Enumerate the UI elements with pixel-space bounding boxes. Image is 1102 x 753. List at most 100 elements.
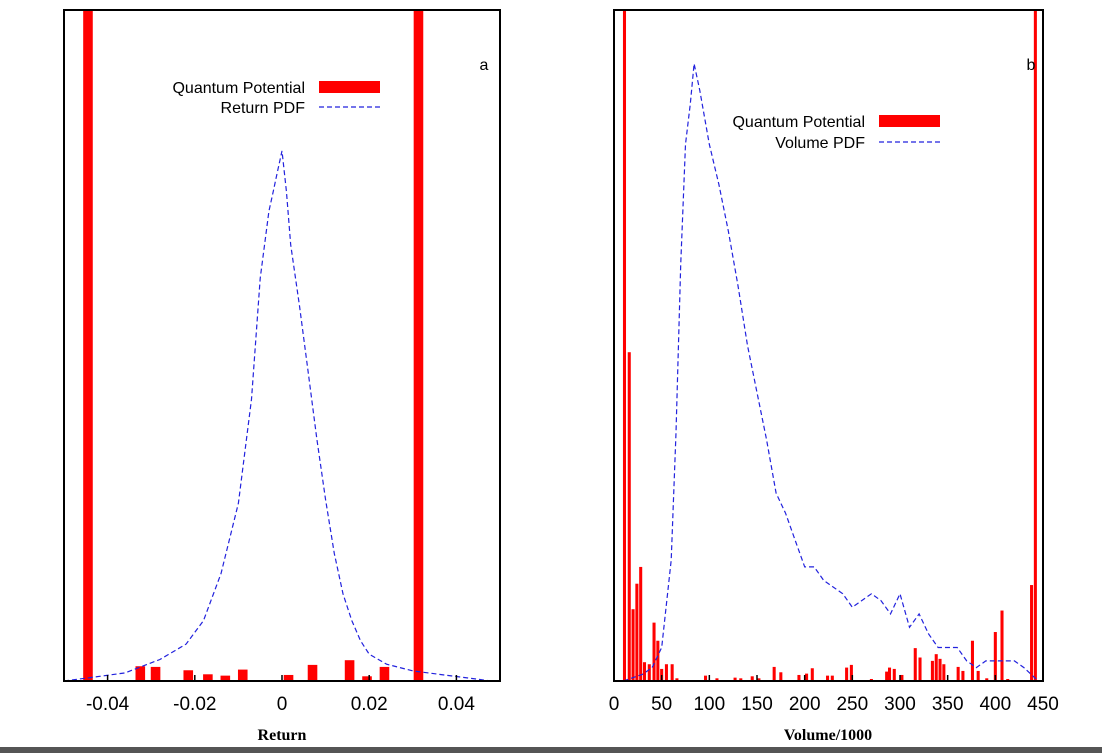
panel-a-quantum-potential-bar bbox=[220, 675, 231, 681]
panel-b-quantum-potential-bar bbox=[739, 678, 743, 681]
panel-b-quantum-potential-bar bbox=[1006, 678, 1010, 681]
panel-b-x-tick-label: 450 bbox=[1027, 694, 1059, 715]
panel-b-x-tick-label: 150 bbox=[741, 694, 773, 715]
panel-b-quantum-potential-bar bbox=[1033, 10, 1037, 681]
panel-b-legend: Quantum Potential Volume PDF bbox=[732, 114, 940, 152]
panel-a-quantum-potential-bar bbox=[135, 666, 146, 681]
panel-b-x-tick-label: 100 bbox=[693, 694, 725, 715]
panel-b-quantum-potential-bar bbox=[715, 678, 719, 681]
panel-b-volume-pdf-line bbox=[623, 63, 1039, 682]
panel-b-x-tick-label: 350 bbox=[932, 694, 964, 715]
panel-a-quantum-potential-bar bbox=[344, 660, 355, 681]
panel-b-frame bbox=[613, 9, 1044, 682]
panel-b-quantum-potential-bar bbox=[956, 666, 960, 681]
panel-b-x-ticks: 0 50 100 150 200 250 300 350 400 450 bbox=[609, 675, 1059, 715]
panel-b-quantum-potential-bar bbox=[845, 667, 849, 681]
panel-b-quantum-potential-bar bbox=[826, 675, 830, 681]
panel-b-quantum-potential-bar bbox=[805, 673, 809, 681]
panel-b-quantum-potential-bar bbox=[810, 668, 814, 681]
panel-a-legend: Quantum Potential Return PDF bbox=[172, 80, 380, 117]
panel-b-x-tick-label: 400 bbox=[979, 694, 1011, 715]
panel-b-quantum-potential-bar bbox=[750, 676, 754, 681]
panel-b-quantum-potential-bar bbox=[757, 678, 761, 681]
panel-b-quantum-potential-bar bbox=[869, 678, 873, 681]
panel-b-quantum-potential-bar bbox=[938, 658, 942, 681]
panel-a-x-ticks: -0.04 -0.02 0 0.02 0.04 bbox=[86, 675, 475, 715]
panel-b-quantum-potential-bar bbox=[675, 678, 679, 681]
panel-b-quantum-potential-bar bbox=[622, 10, 627, 681]
panel-a-x-axis-title: Return bbox=[258, 727, 307, 744]
panel-b-quantum-potential-bar bbox=[652, 622, 656, 681]
panel-b-quantum-potential-bar bbox=[885, 671, 889, 681]
panel-b-quantum-potential-bar bbox=[993, 632, 997, 681]
panel-a-quantum-potential-bar bbox=[362, 676, 372, 681]
panel-b-quantum-potential-bar bbox=[830, 675, 834, 681]
panel-a-bars bbox=[83, 10, 424, 681]
panel-a-x-tick-label: 0.02 bbox=[351, 694, 388, 715]
panel-a-legend-return-pdf-label: Return PDF bbox=[221, 100, 306, 117]
panel-a-x-tick-label: -0.02 bbox=[173, 694, 216, 715]
panel-a-quantum-potential-bar bbox=[307, 664, 318, 681]
panel-b-quantum-potential-bar bbox=[647, 664, 651, 681]
panel-a-quantum-potential-bar bbox=[237, 669, 248, 681]
panel-b-quantum-potential-bar bbox=[670, 664, 674, 681]
panel-a-quantum-potential-bar bbox=[83, 10, 93, 681]
panel-b-quantum-potential-bar bbox=[797, 674, 801, 681]
panel-b-x-tick-label: 0 bbox=[609, 694, 620, 715]
panel-a-return-pdf-line bbox=[63, 150, 492, 682]
panel-b-legend-quantum-potential-label: Quantum Potential bbox=[732, 114, 865, 131]
panel-b-quantum-potential-bar bbox=[892, 668, 896, 681]
panel-b-quantum-potential-bar bbox=[627, 352, 631, 681]
panel-b-quantum-potential-bar bbox=[942, 664, 946, 681]
panel-b-quantum-potential-bar bbox=[1030, 585, 1034, 681]
panel-b-quantum-potential-bar bbox=[887, 667, 892, 681]
panel-b-quantum-potential-bar bbox=[934, 654, 938, 681]
panel-b-x-tick-label: 250 bbox=[836, 694, 868, 715]
panel-b-quantum-potential-bar bbox=[985, 678, 989, 681]
panel-b-quantum-potential-bar bbox=[918, 657, 922, 681]
panel-a-quantum-potential-bar bbox=[379, 666, 390, 681]
panel-a-x-tick-label: 0 bbox=[277, 694, 288, 715]
panel-a-x-tick-label: -0.04 bbox=[86, 694, 130, 715]
panel-a-quantum-potential-bar bbox=[150, 666, 161, 681]
panel-b: 0 50 100 150 200 250 300 350 400 450 Volume/1000 … bbox=[609, 9, 1059, 744]
panel-b-quantum-potential-bar bbox=[913, 648, 917, 681]
panel-b-quantum-potential-bar bbox=[703, 675, 708, 681]
panel-b-quantum-potential-bar bbox=[900, 674, 904, 681]
panel-a-quantum-potential-bar bbox=[203, 674, 213, 681]
panel-b-quantum-potential-bar bbox=[1000, 610, 1004, 681]
bottom-status-strip bbox=[0, 747, 1102, 753]
panel-a: -0.04 -0.02 0 0.02 0.04 Return a Quantum Pot… bbox=[63, 9, 501, 744]
panel-b-x-tick-label: 200 bbox=[789, 694, 821, 715]
panel-b-x-tick-label: 300 bbox=[884, 694, 916, 715]
panel-a-quantum-potential-bar bbox=[413, 10, 424, 681]
panel-a-x-tick-label: 0.04 bbox=[438, 694, 475, 715]
panel-b-quantum-potential-bar bbox=[635, 583, 639, 681]
panel-a-label: a bbox=[480, 57, 489, 74]
panel-b-quantum-potential-bar bbox=[970, 640, 974, 681]
panel-a-legend-quantum-potential-swatch bbox=[319, 81, 380, 93]
panel-a-quantum-potential-bar bbox=[183, 670, 194, 681]
panel-b-label: b bbox=[1027, 57, 1036, 74]
panel-b-quantum-potential-bar bbox=[772, 666, 776, 681]
panel-b-quantum-potential-bar bbox=[930, 660, 934, 681]
panel-b-quantum-potential-bar bbox=[639, 566, 643, 681]
panel-b-quantum-potential-bar bbox=[631, 609, 635, 681]
panel-b-x-axis-title: Volume/1000 bbox=[784, 727, 872, 744]
panel-b-quantum-potential-bar bbox=[976, 670, 980, 681]
panel-a-legend-quantum-potential-label: Quantum Potential bbox=[172, 80, 305, 97]
panel-b-quantum-potential-bar bbox=[660, 668, 664, 681]
panel-b-legend-volume-pdf-label: Volume PDF bbox=[775, 135, 865, 152]
panel-b-quantum-potential-bar bbox=[733, 677, 737, 681]
panel-b-bars bbox=[622, 10, 1037, 681]
panel-b-x-tick-label: 50 bbox=[651, 694, 672, 715]
panel-b-quantum-potential-bar bbox=[664, 664, 668, 681]
panel-b-quantum-potential-bar bbox=[961, 670, 965, 681]
panel-b-quantum-potential-bar bbox=[656, 640, 660, 681]
panel-a-quantum-potential-bar bbox=[283, 674, 294, 681]
panel-b-quantum-potential-bar bbox=[849, 664, 853, 681]
panel-b-quantum-potential-bar bbox=[779, 672, 783, 681]
panel-b-legend-quantum-potential-swatch bbox=[879, 115, 940, 127]
panel-b-quantum-potential-bar bbox=[642, 662, 647, 681]
